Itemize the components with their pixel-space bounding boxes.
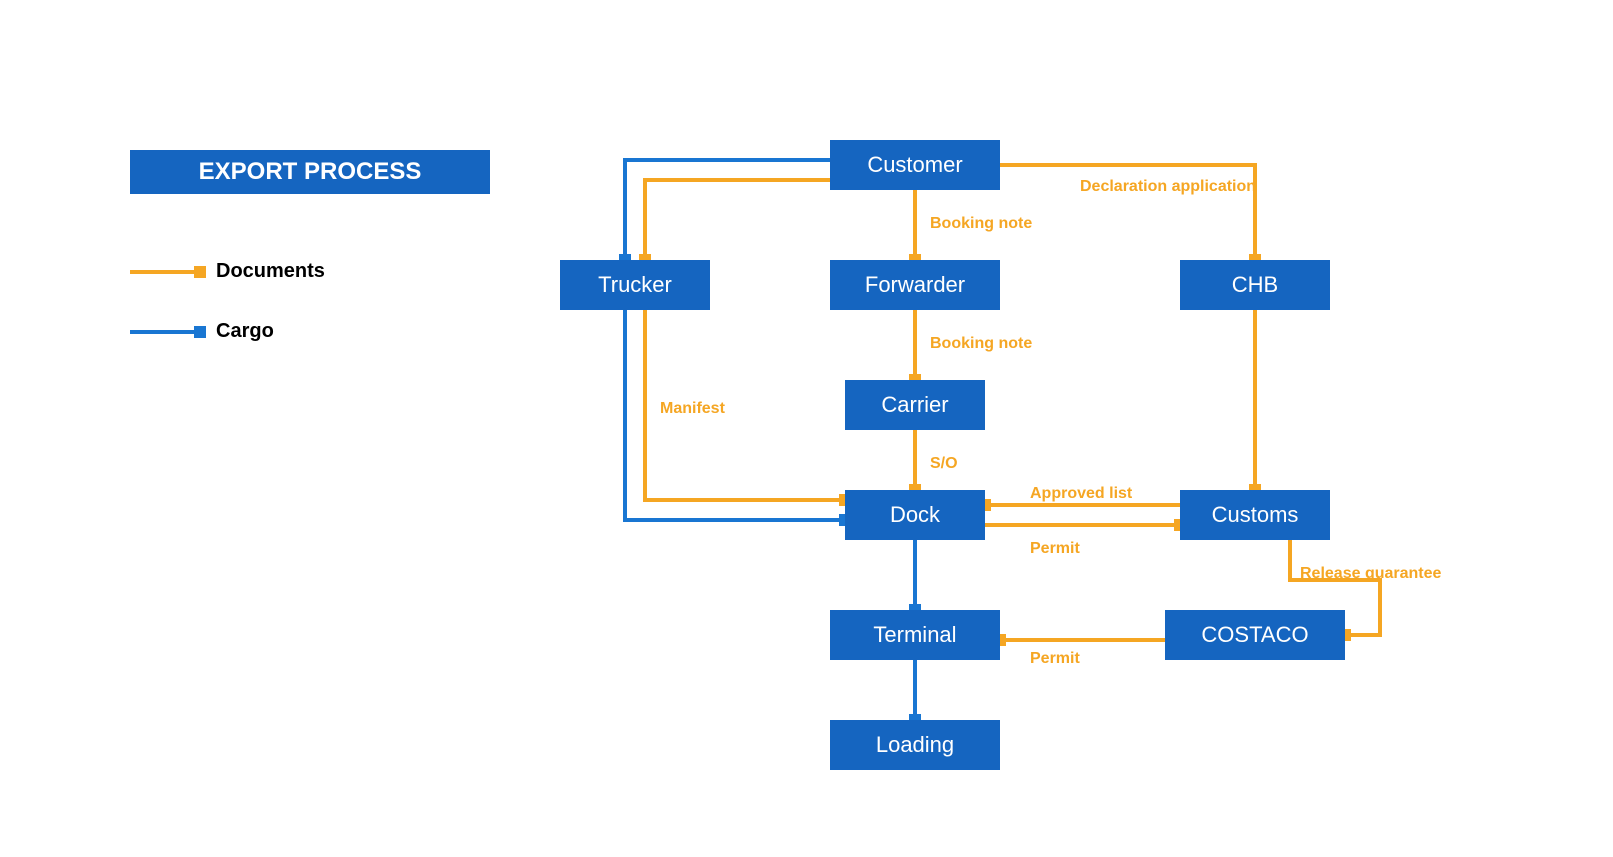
node-label: Dock [890,502,940,528]
legend-endcap-icon [194,326,206,338]
node-chb: CHB [1180,260,1330,310]
diagram-canvas: EXPORT PROCESS Documents Cargo Customer Tr… [0,0,1613,857]
diagram-title: EXPORT PROCESS [130,150,490,194]
node-label: Loading [876,732,954,758]
node-trucker: Trucker [560,260,710,310]
node-label: Customs [1212,502,1299,528]
edge-label-cust-fwd: Booking note [930,215,1032,233]
node-costaco: COSTACO [1165,610,1345,660]
edge-label-cust-chb: Declaration application [1080,178,1256,196]
legend-label: Cargo [216,320,274,343]
node-label: Terminal [873,622,956,648]
legend-line-icon [130,270,200,274]
legend-endcap-icon [194,266,206,278]
legend-item-documents: Documents [130,260,325,283]
node-label: Forwarder [865,272,965,298]
node-forwarder: Forwarder [830,260,1000,310]
node-carrier: Carrier [845,380,985,430]
edge-label-carrier-dock: S/O [930,455,958,473]
edges-layer [0,0,1613,857]
node-loading: Loading [830,720,1000,770]
diagram-title-text: EXPORT PROCESS [199,158,422,186]
node-customer: Customer [830,140,1000,190]
node-terminal: Terminal [830,610,1000,660]
node-label: Trucker [598,272,672,298]
edge-label-costaco-term: Permit [1030,650,1080,668]
node-label: Customer [867,152,962,178]
edge-cust-trucker-doc [645,180,830,260]
edge-label-cust-trucker-doc: Manifest [660,400,725,418]
edge-label-customs-dock: Approved list [1030,485,1132,503]
legend-item-cargo: Cargo [130,320,274,343]
edge-label-customs-costaco: Release guarantee [1300,565,1441,583]
node-label: Carrier [881,392,948,418]
legend-line-icon [130,330,200,334]
edge-label-fwd-carrier: Booking note [930,335,1032,353]
edge-trucker-dock-cargo [625,310,845,520]
node-customs: Customs [1180,490,1330,540]
node-label: CHB [1232,272,1278,298]
edge-cust-trucker-cargo [625,160,830,260]
node-dock: Dock [845,490,985,540]
node-label: COSTACO [1201,622,1308,648]
edge-label-dock-customs: Permit [1030,540,1080,558]
legend-label: Documents [216,260,325,283]
